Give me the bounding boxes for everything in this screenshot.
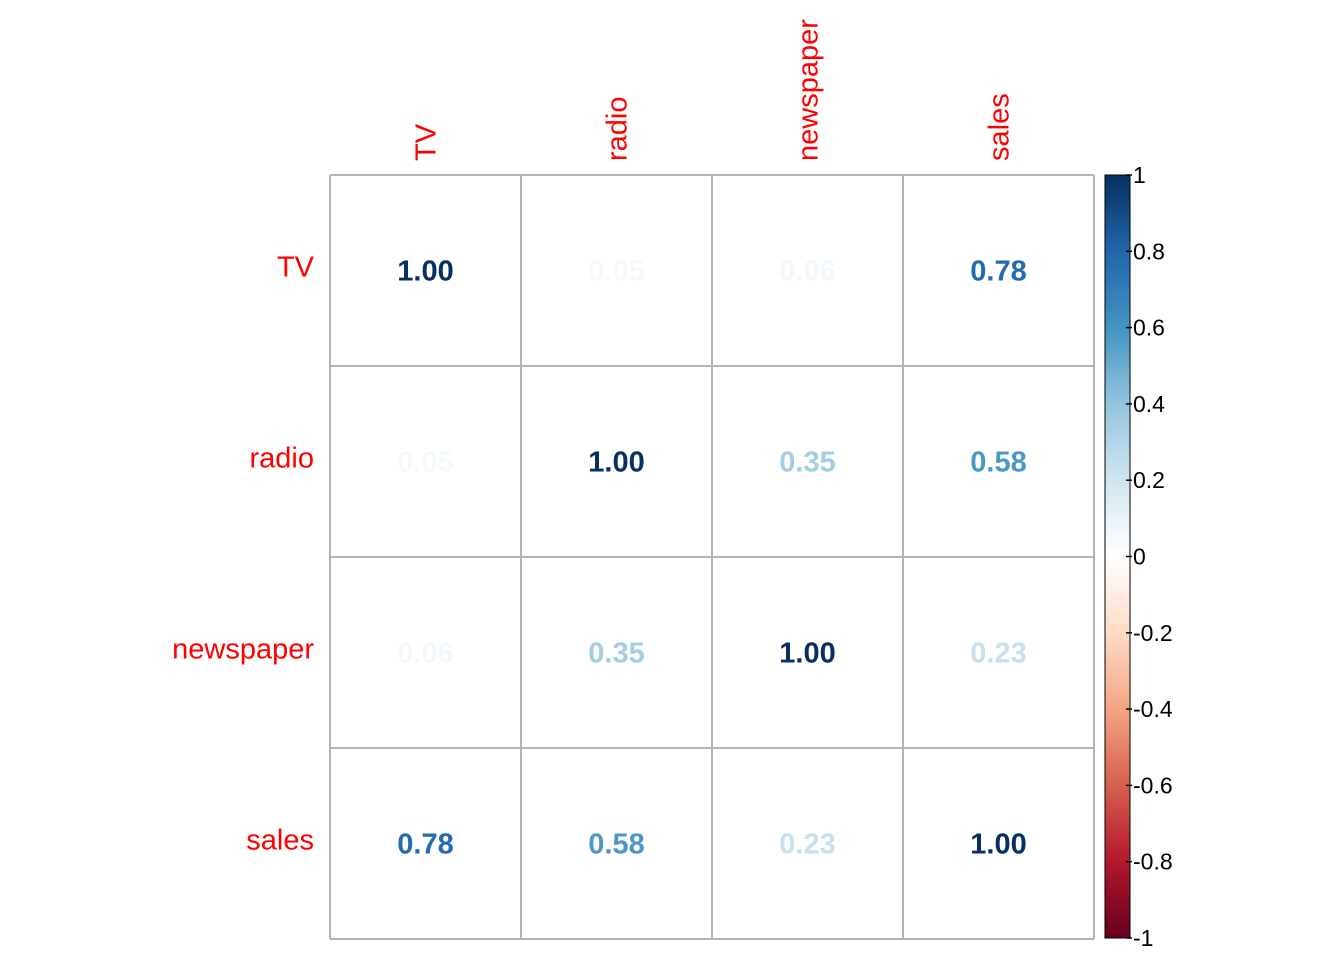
value-sales-radio: 0.58 bbox=[588, 829, 644, 861]
colorbar-tick-label: 0 bbox=[1133, 544, 1146, 570]
value-radio-sales: 0.58 bbox=[970, 447, 1026, 479]
value-sales-TV: 0.78 bbox=[397, 829, 453, 861]
colorbar-tick-label: -0.4 bbox=[1133, 696, 1173, 722]
colorbar-tick-label: 1 bbox=[1133, 162, 1146, 188]
cell-radio-TV bbox=[330, 366, 521, 557]
colorbar-tick-label: 0.4 bbox=[1133, 391, 1165, 417]
colorbar-tick-label: 0.8 bbox=[1133, 238, 1165, 264]
matrix-grid bbox=[329, 174, 1095, 940]
colorbar-tick-label: -1 bbox=[1133, 925, 1153, 951]
cell-newspaper-newspaper bbox=[712, 557, 903, 748]
colorbar-tick-label: 0.6 bbox=[1133, 315, 1165, 341]
cell-radio-radio bbox=[521, 366, 712, 557]
row-label-newspaper: newspaper bbox=[172, 634, 314, 666]
cell-TV-sales bbox=[903, 175, 1094, 366]
color-legend: 1 0.8 0.6 0.4 0.2 0 -0.2 -0.4 -0.6 -0.8 -1 bbox=[1104, 162, 1173, 951]
cell-TV-newspaper bbox=[712, 175, 903, 366]
col-label-TV: TV bbox=[411, 123, 443, 161]
cell-sales-newspaper bbox=[712, 748, 903, 939]
col-label-sales: sales bbox=[984, 93, 1016, 161]
colorbar-tick-label: 0.2 bbox=[1133, 467, 1165, 493]
colorbar-tick-label: -0.8 bbox=[1133, 849, 1173, 875]
cell-radio-sales bbox=[903, 366, 1094, 557]
cell-newspaper-sales bbox=[903, 557, 1094, 748]
value-radio-TV: 0.05 bbox=[397, 447, 453, 479]
col-label-radio: radio bbox=[602, 97, 634, 162]
value-TV-radio: 0.05 bbox=[588, 256, 644, 288]
cell-newspaper-radio bbox=[521, 557, 712, 748]
cell-TV-radio bbox=[521, 175, 712, 366]
row-labels: TV radio newspaper sales bbox=[172, 252, 315, 857]
value-newspaper-sales: 0.23 bbox=[970, 638, 1026, 670]
column-labels: TV radio newspaper sales bbox=[411, 19, 1016, 161]
value-TV-sales: 0.78 bbox=[970, 256, 1026, 288]
cell-sales-radio bbox=[521, 748, 712, 939]
cell-sales-TV bbox=[330, 748, 521, 939]
correlation-cells bbox=[330, 175, 1094, 939]
value-TV-TV: 1.00 bbox=[397, 256, 453, 288]
colorbar-tick-label: -0.6 bbox=[1133, 772, 1173, 798]
cell-TV-TV bbox=[330, 175, 521, 366]
row-label-TV: TV bbox=[277, 252, 315, 284]
value-sales-newspaper: 0.23 bbox=[779, 829, 835, 861]
col-label-newspaper: newspaper bbox=[793, 19, 825, 161]
colorbar-tick-label: -0.2 bbox=[1133, 620, 1173, 646]
row-label-radio: radio bbox=[250, 443, 315, 475]
correlation-values: 1.00 0.05 0.06 0.78 0.05 1.00 0.35 0.58 0.06 0.35… bbox=[397, 256, 1026, 861]
value-newspaper-radio: 0.35 bbox=[588, 638, 644, 670]
cell-sales-sales bbox=[903, 748, 1094, 939]
value-newspaper-newspaper: 1.00 bbox=[779, 638, 835, 670]
cell-newspaper-TV bbox=[330, 557, 521, 748]
row-label-sales: sales bbox=[246, 825, 314, 857]
value-newspaper-TV: 0.06 bbox=[397, 638, 453, 670]
value-radio-newspaper: 0.35 bbox=[779, 447, 835, 479]
cell-radio-newspaper bbox=[712, 366, 903, 557]
value-TV-newspaper: 0.06 bbox=[779, 256, 835, 288]
value-sales-sales: 1.00 bbox=[970, 829, 1026, 861]
value-radio-radio: 1.00 bbox=[588, 447, 644, 479]
